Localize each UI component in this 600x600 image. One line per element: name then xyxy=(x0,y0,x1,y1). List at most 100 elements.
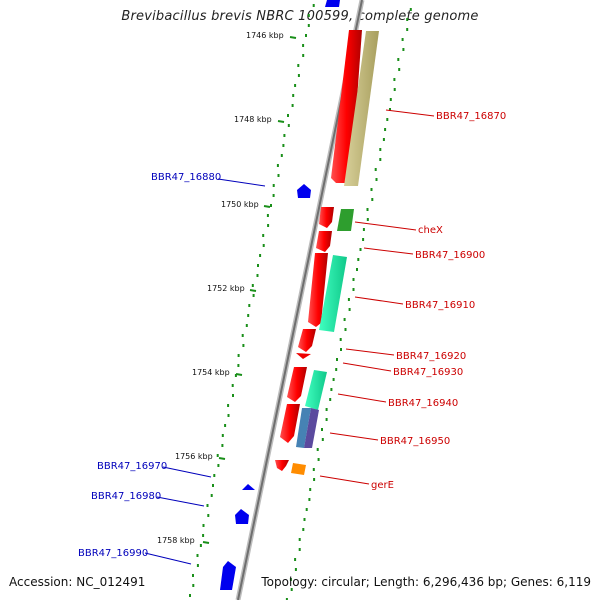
gc-dot xyxy=(309,488,312,491)
gc-dot xyxy=(329,398,332,401)
gene-label[interactable]: gerE xyxy=(371,480,394,491)
gene-cds-category[interactable] xyxy=(296,408,311,448)
gc-dot xyxy=(259,254,262,257)
gc-dot xyxy=(232,394,234,397)
gene-cds-forward[interactable] xyxy=(308,253,328,327)
tick-marks xyxy=(202,36,297,544)
gc-dot xyxy=(287,124,290,127)
gc-dot xyxy=(393,88,396,91)
map-title: Brevibacillus brevis NBRC 100599, comple… xyxy=(121,9,479,24)
gc-dot xyxy=(362,228,365,231)
gc-dot xyxy=(199,544,202,547)
gc-dot xyxy=(302,54,305,57)
gc-dot xyxy=(272,194,275,197)
gc-dot xyxy=(287,114,289,117)
gc-dot xyxy=(267,224,270,227)
gc-dot xyxy=(252,294,255,297)
tick-label: 1756 kbp xyxy=(175,452,213,461)
gene-cds-reverse[interactable] xyxy=(235,509,249,524)
gene-cds-category[interactable] xyxy=(319,255,347,332)
gc-dot xyxy=(389,108,391,111)
gene-cds-category[interactable] xyxy=(337,209,354,231)
gene-cds-reverse[interactable] xyxy=(242,484,255,490)
gene-label[interactable]: BBR47_16930 xyxy=(393,367,463,378)
gene-cds-forward[interactable] xyxy=(296,353,311,359)
gene-label[interactable]: BBR47_16990 xyxy=(78,548,148,559)
gc-skew-track-left xyxy=(189,4,315,597)
gc-dot xyxy=(344,328,347,331)
gc-dot xyxy=(352,288,355,291)
gc-dot xyxy=(312,468,315,471)
gc-dot xyxy=(290,588,293,591)
gene-cds-reverse[interactable] xyxy=(297,184,311,198)
gc-dot xyxy=(303,518,306,521)
gc-dot xyxy=(298,538,301,541)
gc-dot xyxy=(262,234,265,237)
gc-dot xyxy=(234,374,237,377)
gc-dot xyxy=(192,574,194,577)
gene-cds-category[interactable] xyxy=(291,463,306,475)
gc-dot xyxy=(266,214,269,217)
gc-dot xyxy=(375,178,378,181)
gene-label[interactable]: cheX xyxy=(418,225,443,236)
gc-dot xyxy=(340,348,342,351)
gc-dot xyxy=(298,548,301,551)
gc-dot xyxy=(285,598,288,600)
gene-label[interactable]: BBR47_16870 xyxy=(436,111,506,122)
tick-label: 1752 kbp xyxy=(207,284,245,293)
gc-dot xyxy=(227,404,230,407)
gc-dot xyxy=(336,358,338,361)
gc-dot xyxy=(237,364,240,367)
gc-dot xyxy=(325,418,328,421)
gc-dot xyxy=(359,248,362,251)
gc-dot xyxy=(321,428,323,431)
gc-dot xyxy=(294,558,297,561)
gene-cds-reverse[interactable] xyxy=(325,0,340,7)
gene-label[interactable]: BBR47_16970 xyxy=(97,461,167,472)
tick-label: 1758 kbp xyxy=(157,536,195,545)
gc-dot xyxy=(371,198,374,201)
gene-label[interactable]: BBR47_16940 xyxy=(388,398,458,409)
gc-dot xyxy=(389,98,392,101)
gc-dot xyxy=(330,388,333,391)
gene-cds-forward[interactable] xyxy=(319,207,334,228)
gc-dot xyxy=(406,18,409,21)
label-connectors-forward xyxy=(319,109,435,485)
gc-dot xyxy=(192,584,195,587)
gene-cds-forward[interactable] xyxy=(275,460,289,471)
gc-dot xyxy=(362,238,365,241)
gc-dot xyxy=(216,454,219,457)
gc-dot xyxy=(297,64,300,67)
gc-dot xyxy=(294,84,297,87)
gc-dot xyxy=(217,464,220,467)
gc-dot xyxy=(202,524,205,527)
gene-cds-category[interactable] xyxy=(305,370,327,410)
gc-dot xyxy=(224,424,227,427)
gc-dot xyxy=(289,578,292,581)
gene-label[interactable]: BBR47_16900 xyxy=(415,250,485,261)
gene-cds-forward[interactable] xyxy=(280,404,300,443)
gene-label[interactable]: BBR47_16910 xyxy=(405,300,475,311)
gene-cds-reverse[interactable] xyxy=(220,561,236,590)
gene-cds-forward[interactable] xyxy=(331,30,362,183)
gene-label[interactable]: BBR47_16950 xyxy=(380,436,450,447)
gene-cds-category[interactable] xyxy=(344,31,379,186)
gene-cds-forward[interactable] xyxy=(287,367,307,402)
gc-dot xyxy=(277,174,280,177)
gc-dot xyxy=(291,104,294,107)
gene-label[interactable]: BBR47_16920 xyxy=(396,351,466,362)
gc-dot xyxy=(221,444,224,447)
gene-label[interactable]: BBR47_16980 xyxy=(91,491,161,502)
gc-dot xyxy=(409,8,412,11)
gene-label[interactable]: BBR47_16880 xyxy=(151,172,221,183)
gc-dot xyxy=(302,44,305,47)
gene-cds-category[interactable] xyxy=(304,408,319,448)
gc-dot xyxy=(312,4,315,7)
gene-cds-forward[interactable] xyxy=(298,329,316,352)
gc-dot xyxy=(348,308,351,311)
gc-dot xyxy=(196,554,199,557)
gene-cds-forward[interactable] xyxy=(316,231,332,252)
gc-dot xyxy=(213,474,216,477)
gc-dot xyxy=(398,68,401,71)
